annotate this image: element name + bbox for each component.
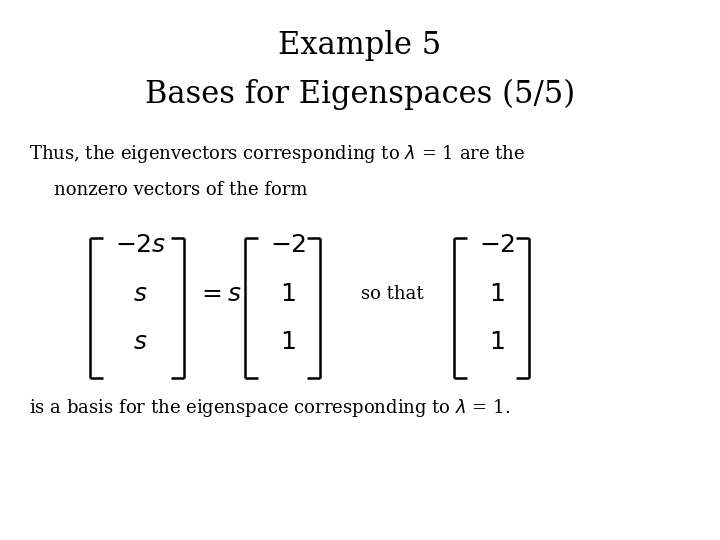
Text: Bases for Eigenspaces (5/5): Bases for Eigenspaces (5/5): [145, 78, 575, 110]
Text: is a basis for the eigenspace corresponding to $\lambda$ = 1.: is a basis for the eigenspace correspond…: [29, 397, 510, 419]
Text: $1$: $1$: [280, 283, 296, 306]
Text: Thus, the eigenvectors corresponding to $\lambda$ = 1 are the: Thus, the eigenvectors corresponding to …: [29, 143, 525, 165]
Text: $1$: $1$: [280, 332, 296, 354]
Text: nonzero vectors of the form: nonzero vectors of the form: [54, 181, 307, 199]
Text: $s$: $s$: [133, 283, 148, 306]
Text: $-2$: $-2$: [270, 234, 306, 257]
Text: $-2$: $-2$: [479, 234, 515, 257]
Text: $= s$: $= s$: [197, 283, 242, 306]
Text: $1$: $1$: [489, 283, 505, 306]
Text: $1$: $1$: [489, 332, 505, 354]
Text: $s$: $s$: [133, 332, 148, 354]
Text: so that: so that: [361, 285, 423, 303]
Text: Example 5: Example 5: [279, 30, 441, 60]
Text: $-2s$: $-2s$: [114, 234, 166, 257]
